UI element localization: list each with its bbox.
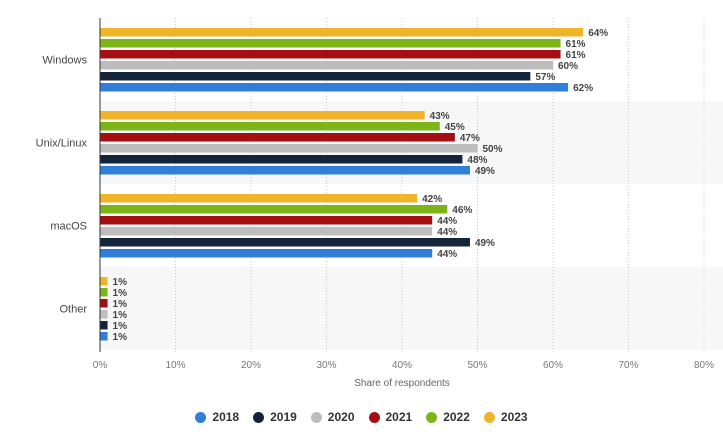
x-tick-labels-group: 0% 10% 20% 30% 40% 50% 60% 70% 80% <box>93 360 714 371</box>
bar-2021-windows[interactable] <box>100 50 561 59</box>
data-label: 1% <box>113 332 128 343</box>
data-label: 43% <box>430 111 450 122</box>
legend-item-2019[interactable]: 2019 <box>253 410 297 424</box>
category-band <box>100 267 723 350</box>
bar-2022-unix-linux[interactable] <box>100 122 440 131</box>
bar-2018-unix-linux[interactable] <box>100 166 470 175</box>
category-label: Other <box>59 304 87 316</box>
data-label: 61% <box>566 39 586 50</box>
bar-2019-windows[interactable] <box>100 72 531 81</box>
category-labels-group: Windows Unix/Linux macOS Other <box>36 55 88 316</box>
data-label: 57% <box>535 72 555 83</box>
data-label: 1% <box>113 288 128 299</box>
bar-2022-windows[interactable] <box>100 39 561 48</box>
bar-2020-windows[interactable] <box>100 61 553 70</box>
bar-2019-macos[interactable] <box>100 238 470 247</box>
legend-label: 2022 <box>443 410 470 424</box>
legend-item-2020[interactable]: 2020 <box>310 410 355 424</box>
data-label: 49% <box>475 166 495 177</box>
legend-label: 2018 <box>212 410 240 424</box>
bar-2019-other[interactable] <box>100 321 108 330</box>
x-tick-label: 60% <box>543 360 563 371</box>
bar-2021-unix-linux[interactable] <box>100 133 455 142</box>
bar-2023-macos[interactable] <box>100 194 418 203</box>
data-label: 60% <box>558 61 578 72</box>
bar-2018-windows[interactable] <box>100 83 569 92</box>
data-label: 47% <box>460 133 480 144</box>
legend-swatch <box>368 411 380 423</box>
bar-2022-macos[interactable] <box>100 205 448 214</box>
bar-2021-other[interactable] <box>100 299 108 308</box>
bar-2018-other[interactable] <box>100 332 108 341</box>
data-label: 1% <box>113 299 128 310</box>
legend: 2018 2019 2020 2021 2022 2023 <box>0 410 723 424</box>
legend-item-2018[interactable]: 2018 <box>195 410 239 424</box>
data-label: 62% <box>573 83 593 94</box>
data-label: 48% <box>467 155 487 166</box>
legend-swatch <box>483 411 495 423</box>
x-tick-label: 0% <box>93 360 108 371</box>
legend-swatch <box>195 411 207 423</box>
data-label: 50% <box>483 144 503 155</box>
bar-2022-other[interactable] <box>100 288 108 297</box>
bar-2023-unix-linux[interactable] <box>100 111 425 120</box>
x-tick-label: 30% <box>316 360 336 371</box>
legend-swatch <box>253 411 265 423</box>
category-label: Windows <box>42 55 87 67</box>
x-tick-label: 50% <box>467 360 487 371</box>
data-label: 49% <box>475 238 495 249</box>
data-label: 44% <box>437 249 457 260</box>
bar-2019-unix-linux[interactable] <box>100 155 463 164</box>
bar-2023-windows[interactable] <box>100 28 584 37</box>
legend-label: 2023 <box>500 410 528 424</box>
category-label: Unix/Linux <box>36 138 88 150</box>
bar-2023-other[interactable] <box>100 277 108 286</box>
data-label: 45% <box>445 122 465 133</box>
legend-swatch <box>310 411 322 423</box>
bar-2020-macos[interactable] <box>100 227 433 236</box>
x-tick-label: 40% <box>392 360 412 371</box>
data-label: 46% <box>452 205 472 216</box>
bar-2018-macos[interactable] <box>100 249 433 258</box>
x-tick-label: 20% <box>241 360 261 371</box>
bars-group <box>100 28 584 341</box>
category-label: macOS <box>50 221 87 233</box>
data-label: 64% <box>588 28 608 39</box>
x-tick-label: 70% <box>618 360 638 371</box>
legend-swatch <box>426 411 438 423</box>
x-axis-title: Share of respondents <box>354 378 450 389</box>
data-label: 1% <box>113 277 128 288</box>
data-label: 44% <box>437 227 457 238</box>
data-label: 61% <box>566 50 586 61</box>
data-label: 1% <box>113 310 128 321</box>
legend-label: 2019 <box>270 410 297 424</box>
legend-label: 2020 <box>327 410 355 424</box>
legend-item-2023[interactable]: 2023 <box>483 410 528 424</box>
data-labels-group: 64%61%61%60%57%62%43%45%47%50%48%49%42%4… <box>113 28 609 343</box>
data-label: 1% <box>113 321 128 332</box>
x-tick-label: 10% <box>165 360 185 371</box>
bar-2021-macos[interactable] <box>100 216 433 225</box>
legend-item-2021[interactable]: 2021 <box>368 410 413 424</box>
legend-item-2022[interactable]: 2022 <box>426 410 470 424</box>
bar-2020-unix-linux[interactable] <box>100 144 478 153</box>
data-label: 44% <box>437 216 457 227</box>
data-label: 42% <box>422 194 442 205</box>
legend-label: 2021 <box>385 410 413 424</box>
bar-2020-other[interactable] <box>100 310 108 319</box>
x-tick-label: 80% <box>694 360 714 371</box>
